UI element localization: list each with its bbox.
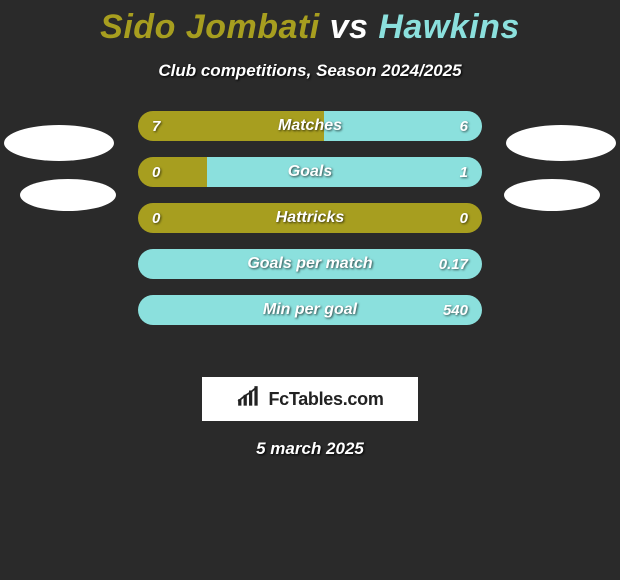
stat-bar: 00Hattricks [138,203,482,233]
stat-right-value: 6 [460,111,468,141]
player1-avatar-bottom [20,179,116,211]
vs-text: vs [330,8,369,46]
stat-right-value: 0.17 [439,249,468,279]
brand-badge: FcTables.com [202,377,418,421]
stat-bar-right-segment [138,295,482,325]
stat-left-value: 0 [152,203,160,233]
stat-bar-left-segment [138,203,482,233]
stat-bar: 0.17Goals per match [138,249,482,279]
stat-bar: 540Min per goal [138,295,482,325]
stat-bar-right-segment [207,157,482,187]
stat-left-value: 7 [152,111,160,141]
stat-bars: 76Matches01Goals00Hattricks0.17Goals per… [138,111,482,325]
subtitle: Club competitions, Season 2024/2025 [0,61,620,81]
stat-bar-left-segment [138,111,324,141]
page-title: Sido Jombati vs Hawkins [0,0,620,47]
player2-avatar-bottom [504,179,600,211]
player2-name: Hawkins [378,8,519,46]
brand-text: FcTables.com [268,389,383,410]
stat-left-value: 0 [152,157,160,187]
date-text: 5 march 2025 [0,439,620,459]
stat-bar-left-segment [138,157,207,187]
stat-bar: 01Goals [138,157,482,187]
stat-right-value: 540 [443,295,468,325]
stat-bar-right-segment [324,111,482,141]
stat-right-value: 0 [460,203,468,233]
player2-avatar-top [506,125,616,161]
player1-name: Sido Jombati [100,8,319,46]
chart-icon [236,386,262,413]
stat-bar-right-segment [138,249,482,279]
player1-avatar-top [4,125,114,161]
comparison-stage: 76Matches01Goals00Hattricks0.17Goals per… [0,111,620,371]
stat-right-value: 1 [460,157,468,187]
stat-bar: 76Matches [138,111,482,141]
